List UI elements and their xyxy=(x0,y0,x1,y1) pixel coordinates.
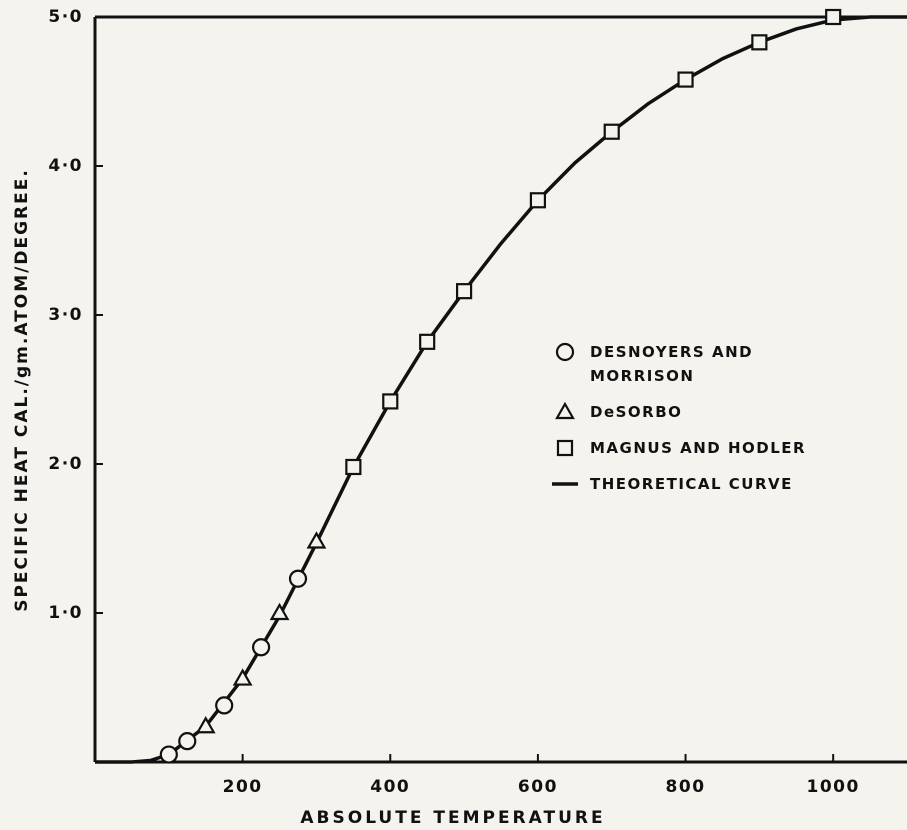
x-axis-title: ABSOLUTE TEMPERATURE xyxy=(300,808,605,828)
y-tick-label: 3·0 xyxy=(48,305,83,325)
legend-label: THEORETICAL CURVE xyxy=(590,475,793,493)
circle-marker xyxy=(159,745,178,764)
legend-entry: DeSORBO xyxy=(550,400,820,424)
legend-entry: THEORETICAL CURVE xyxy=(550,472,820,496)
x-tick-label: 800 xyxy=(666,777,706,797)
x-tick-label: 200 xyxy=(223,777,263,797)
circle-marker xyxy=(251,638,271,657)
triangle-marker xyxy=(269,602,290,621)
legend-swatch xyxy=(555,342,575,362)
x-tick-label: 1000 xyxy=(807,777,860,797)
y-axis-title: SPECIFIC HEAT CAL./gm.ATOM/DEGREE. xyxy=(12,168,32,612)
triangle-marker xyxy=(306,531,327,549)
square-marker xyxy=(556,439,574,457)
legend: DESNOYERS AND MORRISON DeSORBO MAGNUS AND … xyxy=(550,340,820,496)
square-marker xyxy=(382,393,399,410)
circle-marker xyxy=(178,732,197,751)
legend-swatch xyxy=(555,401,575,420)
square-marker xyxy=(455,283,473,300)
circle-marker xyxy=(555,342,575,362)
legend-entry: DESNOYERS AND MORRISON xyxy=(550,340,820,388)
triangle-marker xyxy=(555,401,575,420)
x-tick-label: 600 xyxy=(518,777,558,797)
y-tick-label: 4·0 xyxy=(48,156,83,176)
legend-label: DeSORBO xyxy=(590,403,683,421)
triangle-marker xyxy=(232,668,253,686)
legend-label: DESNOYERS AND MORRISON xyxy=(590,343,754,385)
square-marker xyxy=(603,123,620,140)
y-tick-label: 1·0 xyxy=(48,603,83,623)
square-marker xyxy=(825,8,842,26)
square-marker xyxy=(345,458,362,476)
square-marker xyxy=(529,192,547,209)
y-tick-label: 5·0 xyxy=(48,7,83,27)
circle-marker xyxy=(288,569,308,588)
legend-entry: MAGNUS AND HODLER xyxy=(550,436,820,460)
y-tick-label: 2·0 xyxy=(48,454,83,474)
legend-swatch xyxy=(552,482,578,486)
x-tick-label: 400 xyxy=(370,777,410,797)
circle-marker xyxy=(215,696,234,715)
triangle-marker xyxy=(195,716,216,734)
square-marker xyxy=(751,34,768,51)
legend-swatch xyxy=(556,439,574,457)
legend-label: MAGNUS AND HODLER xyxy=(590,439,807,457)
square-marker xyxy=(419,333,436,350)
square-marker xyxy=(677,71,694,88)
